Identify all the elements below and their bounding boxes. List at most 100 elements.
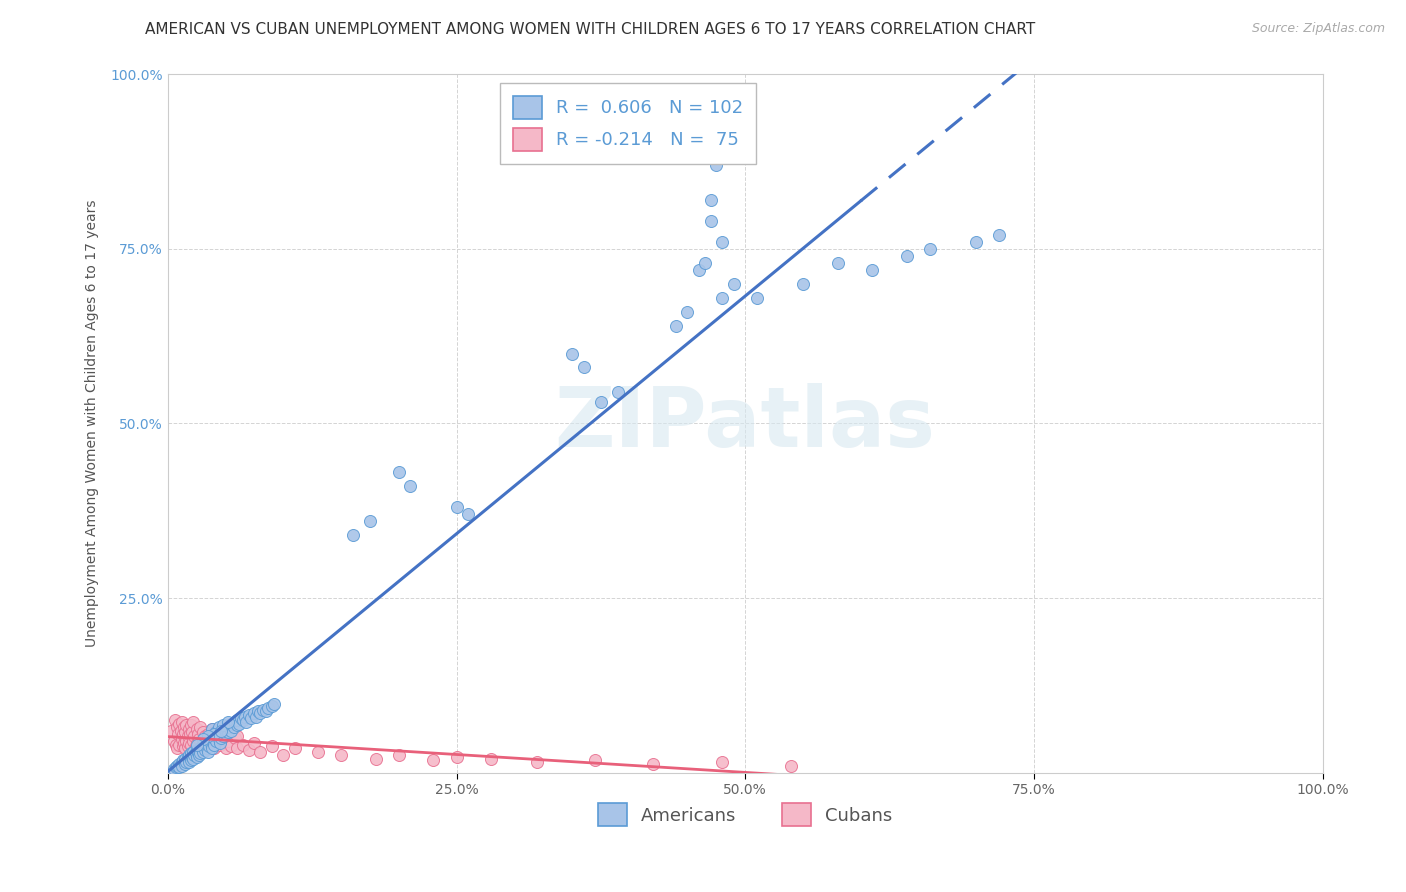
Point (172, 727, 194, 741)
Point (184, 739, 207, 754)
Point (388, 748, 411, 763)
Point (166, 720, 188, 734)
Point (163, 762, 186, 776)
Point (399, 479, 422, 493)
Point (693, 255, 716, 269)
Point (174, 752, 197, 766)
Point (195, 739, 218, 754)
Point (191, 725, 214, 739)
Point (224, 715, 246, 730)
Point (186, 750, 208, 764)
Point (229, 711, 252, 725)
Point (222, 720, 245, 734)
Point (176, 718, 198, 732)
Point (208, 720, 231, 734)
Point (197, 734, 219, 748)
Point (176, 750, 198, 764)
Point (217, 715, 239, 730)
Point (224, 731, 246, 745)
Point (422, 753, 444, 767)
Point (249, 745, 271, 759)
Point (238, 708, 260, 723)
Point (197, 745, 219, 759)
Point (202, 741, 225, 756)
Point (186, 723, 208, 737)
Point (166, 758, 188, 772)
Point (165, 738, 187, 752)
Point (169, 760, 191, 774)
Point (176, 739, 198, 754)
Point (202, 725, 225, 739)
Point (187, 727, 209, 741)
Point (205, 732, 228, 747)
Point (200, 736, 222, 750)
Point (711, 235, 734, 249)
Point (201, 732, 224, 747)
Point (226, 730, 249, 744)
Point (172, 753, 194, 767)
Point (202, 727, 225, 741)
Point (176, 756, 198, 770)
Point (607, 384, 630, 399)
Point (183, 748, 205, 763)
Point (212, 730, 235, 744)
Point (589, 395, 612, 409)
Point (252, 703, 274, 717)
Point (238, 743, 260, 757)
Point (827, 255, 849, 269)
Point (208, 732, 231, 747)
Point (194, 743, 217, 757)
Point (214, 741, 236, 756)
Point (221, 716, 243, 731)
Point (257, 701, 280, 715)
Point (191, 739, 214, 754)
Point (780, 758, 803, 772)
Point (180, 738, 202, 752)
Point (860, 262, 883, 277)
Point (561, 346, 583, 360)
Point (180, 753, 202, 767)
Point (197, 730, 219, 744)
Point (170, 756, 193, 770)
Point (205, 734, 228, 748)
Point (792, 277, 814, 291)
Point (232, 714, 254, 728)
Text: AMERICAN VS CUBAN UNEMPLOYMENT AMONG WOMEN WITH CHILDREN AGES 6 TO 17 YEARS CORR: AMERICAN VS CUBAN UNEMPLOYMENT AMONG WOM… (145, 22, 1036, 37)
Point (170, 732, 193, 747)
Point (211, 725, 233, 739)
Point (169, 723, 191, 738)
Point (181, 750, 204, 764)
Point (457, 507, 479, 521)
Point (965, 235, 987, 249)
Point (359, 514, 381, 528)
Point (226, 714, 249, 728)
Point (177, 755, 200, 769)
Point (233, 710, 256, 724)
Point (186, 736, 208, 750)
Point (260, 699, 283, 714)
Point (198, 734, 221, 748)
Point (307, 745, 329, 759)
Point (896, 249, 918, 263)
Point (711, 756, 734, 770)
Point (181, 734, 204, 748)
Point (217, 725, 239, 739)
Point (676, 304, 699, 318)
Point (177, 736, 200, 750)
Point (273, 748, 295, 763)
Point (181, 745, 204, 759)
Point (195, 741, 218, 756)
Point (198, 739, 221, 754)
Point (243, 706, 266, 721)
Point (232, 738, 254, 752)
Point (191, 745, 214, 759)
Point (186, 738, 208, 752)
Point (254, 704, 277, 718)
Point (918, 242, 941, 256)
Point (170, 715, 193, 730)
Point (191, 736, 214, 750)
Point (191, 732, 214, 747)
Point (208, 727, 231, 741)
Point (263, 698, 285, 712)
Point (988, 227, 1011, 242)
